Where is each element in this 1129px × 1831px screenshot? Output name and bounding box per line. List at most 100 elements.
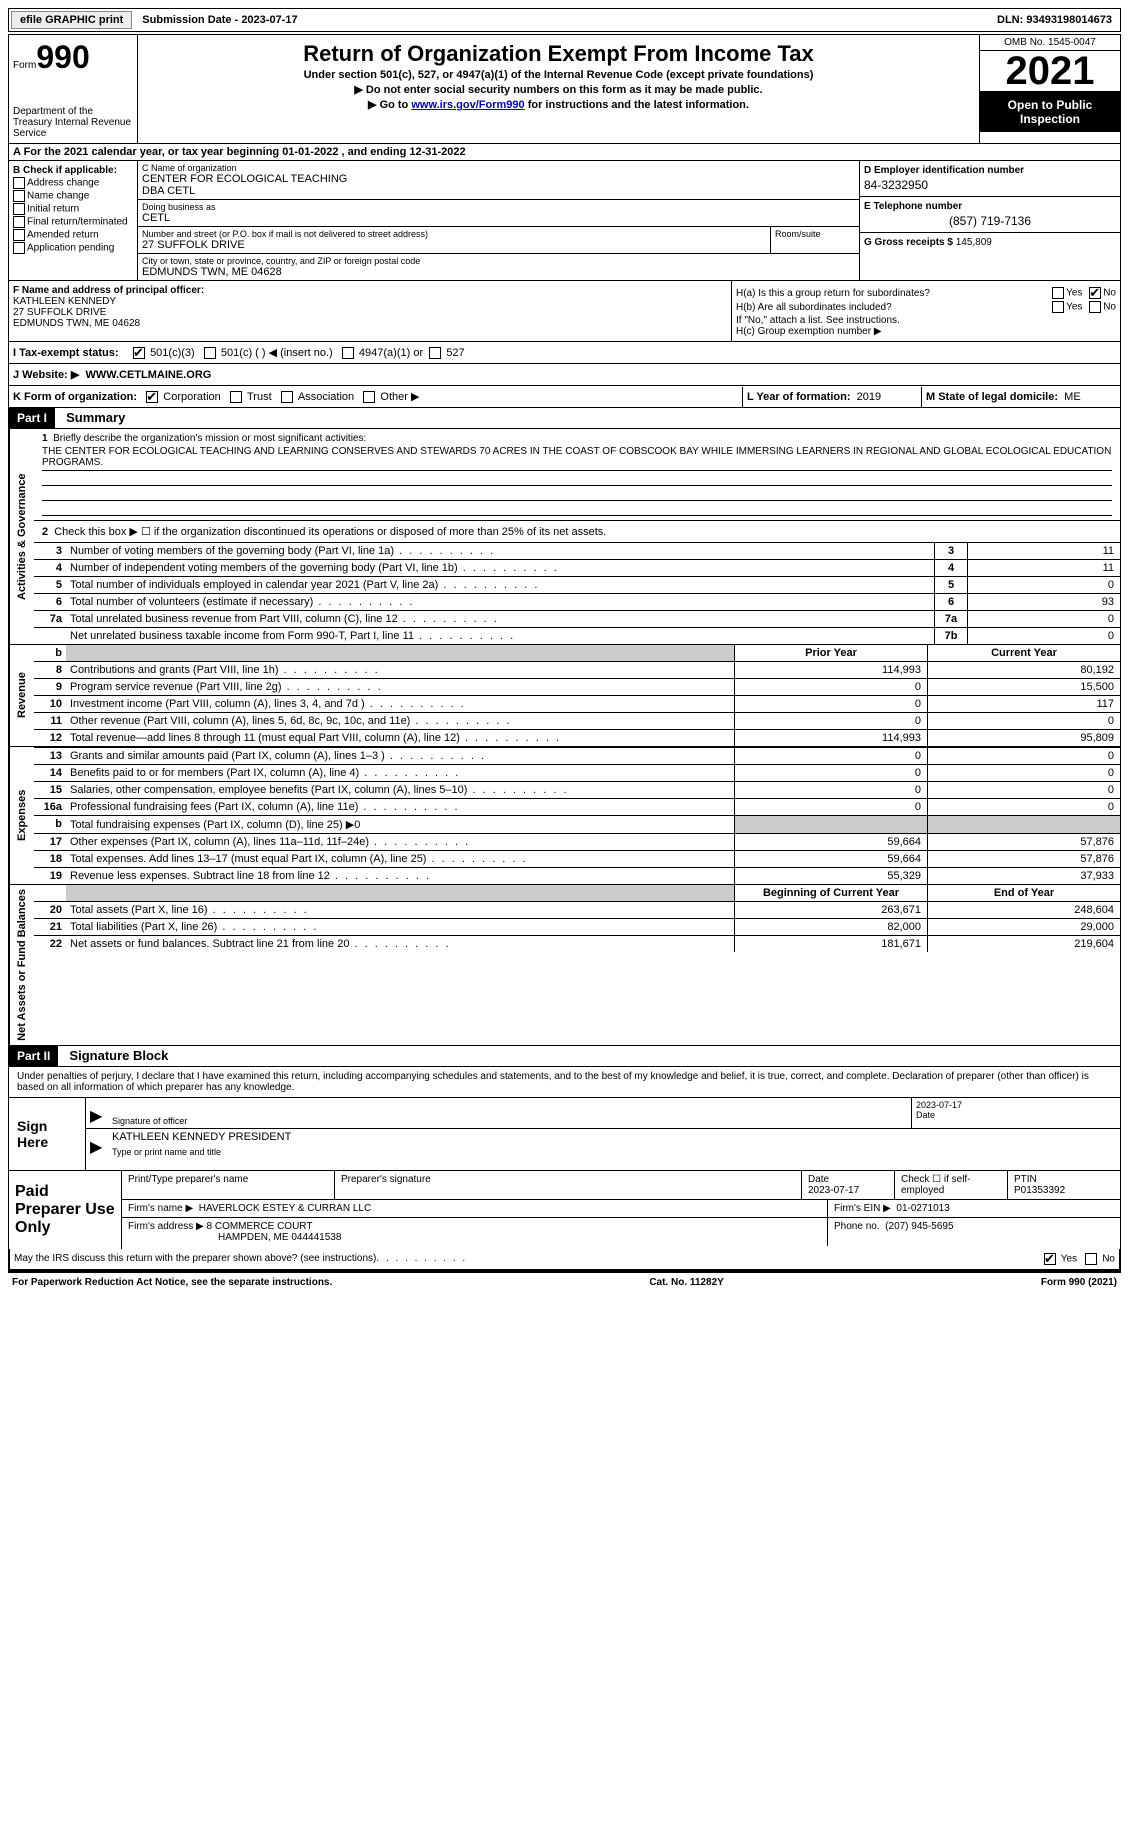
side-activities: Activities & Governance [9, 429, 34, 644]
dept-label: Department of the Treasury Internal Reve… [13, 106, 133, 139]
begin-year-header: Beginning of Current Year [734, 885, 927, 901]
part2-bar: Part II Signature Block [8, 1046, 1121, 1067]
page-footer: For Paperwork Reduction Act Notice, see … [8, 1271, 1121, 1292]
summary-row: 13 Grants and similar amounts paid (Part… [34, 747, 1120, 764]
summary-row: 22 Net assets or fund balances. Subtract… [34, 935, 1120, 952]
form-number: 990 [36, 39, 89, 75]
cb-app-pending[interactable]: Application pending [13, 242, 133, 254]
summary-row: 9 Program service revenue (Part VIII, li… [34, 678, 1120, 695]
prep-date-value: 2023-07-17 [808, 1185, 888, 1196]
summary-row: 10 Investment income (Part VIII, column … [34, 695, 1120, 712]
cb-address-change[interactable]: Address change [13, 177, 133, 189]
year-formation-value: 2019 [857, 391, 881, 403]
summary-row: 4 Number of independent voting members o… [34, 559, 1120, 576]
officer-name-label: Type or print name and title [112, 1147, 1116, 1157]
ha-yes-cb[interactable] [1052, 287, 1064, 299]
hb-yes-cb[interactable] [1052, 301, 1064, 313]
ptin-value: P01353392 [1014, 1185, 1114, 1196]
summary-row: 19 Revenue less expenses. Subtract line … [34, 867, 1120, 884]
state-domicile-value: ME [1064, 391, 1081, 403]
part1-bar: Part I Summary [8, 408, 1121, 429]
other-cb[interactable] [363, 391, 375, 403]
dba-value: CETL [142, 212, 855, 224]
row-i: I Tax-exempt status: 501(c)(3) 501(c) ( … [8, 342, 1121, 364]
cb-amended[interactable]: Amended return [13, 229, 133, 241]
side-net-assets: Net Assets or Fund Balances [9, 885, 34, 1045]
trust-cb[interactable] [230, 391, 242, 403]
net-assets-block: Net Assets or Fund Balances Beginning of… [8, 885, 1121, 1046]
section-f: F Name and address of principal officer:… [9, 281, 731, 341]
4947-cb[interactable] [342, 347, 354, 359]
ptin-label: PTIN [1014, 1174, 1114, 1185]
cb-initial-return[interactable]: Initial return [13, 203, 133, 215]
paperwork-notice: For Paperwork Reduction Act Notice, see … [12, 1277, 332, 1288]
summary-row: 12 Total revenue—add lines 8 through 11 … [34, 729, 1120, 746]
hb-yesno: Yes No [1048, 301, 1116, 313]
corp-cb[interactable] [146, 391, 158, 403]
year-formation-label: L Year of formation: [747, 391, 851, 403]
irs-link[interactable]: www.irs.gov/Form990 [411, 99, 524, 111]
firm-phone-label: Phone no. [834, 1221, 880, 1232]
open-inspection-badge: Open to Public Inspection [980, 92, 1120, 132]
part1-header: Part I [9, 408, 55, 428]
cb-name-change[interactable]: Name change [13, 190, 133, 202]
check-self-employed: Check ☐ if self-employed [895, 1171, 1008, 1199]
section-fh: F Name and address of principal officer:… [8, 281, 1121, 342]
website-label: J Website: ▶ [13, 368, 79, 381]
officer-city: EDMUNDS TWN, ME 04628 [13, 318, 727, 329]
dba-label: Doing business as [142, 202, 855, 212]
summary-row: 21 Total liabilities (Part X, line 26) 8… [34, 918, 1120, 935]
ha-label: H(a) Is this a group return for subordin… [736, 288, 930, 299]
discuss-yes-cb[interactable] [1044, 1253, 1056, 1265]
ha-no-cb[interactable] [1089, 287, 1101, 299]
cb-final-return[interactable]: Final return/terminated [13, 216, 133, 228]
summary-row: 18 Total expenses. Add lines 13–17 (must… [34, 850, 1120, 867]
row-a-tax-year: A For the 2021 calendar year, or tax yea… [8, 144, 1121, 161]
sig-arrow-icon-2: ▶ [86, 1129, 108, 1159]
501c-cb[interactable] [204, 347, 216, 359]
501c3-cb[interactable] [133, 347, 145, 359]
mission-label: Briefly describe the organization's miss… [53, 433, 366, 444]
cat-no: Cat. No. 11282Y [649, 1277, 723, 1288]
527-cb[interactable] [429, 347, 441, 359]
subtitle-3: ▶ Go to www.irs.gov/Form990 for instruct… [142, 98, 975, 111]
officer-printed-name: KATHLEEN KENNEDY PRESIDENT [112, 1131, 1116, 1147]
signature-section: Under penalties of perjury, I declare th… [8, 1067, 1121, 1271]
sig-arrow-icon: ▶ [86, 1098, 108, 1128]
blank-line-3 [42, 501, 1112, 516]
assoc-cb[interactable] [281, 391, 293, 403]
discuss-no-cb[interactable] [1085, 1253, 1097, 1265]
section-b: B Check if applicable: Address change Na… [9, 161, 138, 280]
ein-value: 84-3232950 [864, 176, 1116, 192]
section-h: H(a) Is this a group return for subordin… [731, 281, 1120, 341]
state-domicile-label: M State of legal domicile: [926, 391, 1058, 403]
summary-row: 3 Number of voting members of the govern… [34, 542, 1120, 559]
form-header: Form990 Department of the Treasury Inter… [8, 34, 1121, 144]
hb-no-cb[interactable] [1089, 301, 1101, 313]
sig-officer-label: Signature of officer [112, 1116, 907, 1126]
subtitle-1: Under section 501(c), 527, or 4947(a)(1)… [142, 69, 975, 81]
section-d: D Employer identification number 84-3232… [859, 161, 1120, 280]
officer-signature [112, 1100, 907, 1116]
efile-print-button[interactable]: efile GRAPHIC print [11, 11, 132, 29]
end-year-header: End of Year [927, 885, 1120, 901]
row-klm: K Form of organization: Corporation Trus… [8, 386, 1121, 408]
officer-label: F Name and address of principal officer: [13, 285, 727, 296]
prep-sig-label: Preparer's signature [341, 1174, 795, 1185]
form-footer-label: Form 990 (2021) [1041, 1277, 1117, 1288]
summary-row: 6 Total number of volunteers (estimate i… [34, 593, 1120, 610]
hb-label: H(b) Are all subordinates included? [736, 302, 892, 313]
org-name: CENTER FOR ECOLOGICAL TEACHING [142, 173, 855, 185]
form-org-label: K Form of organization: [13, 391, 137, 403]
section-b-label: B Check if applicable: [13, 165, 133, 176]
ha-yesno: Yes No [1048, 287, 1116, 299]
subtitle-2: ▶ Do not enter social security numbers o… [142, 83, 975, 96]
firm-addr-label: Firm's address ▶ [128, 1221, 204, 1232]
part1-title: Summary [58, 410, 125, 425]
officer-name: KATHLEEN KENNEDY [13, 296, 727, 307]
summary-row: 11 Other revenue (Part VIII, column (A),… [34, 712, 1120, 729]
prep-name-label: Print/Type preparer's name [128, 1174, 328, 1185]
org-name-2: DBA CETL [142, 185, 855, 197]
activities-governance-block: Activities & Governance 1 Briefly descri… [8, 429, 1121, 645]
gross-value: 145,809 [956, 237, 992, 248]
